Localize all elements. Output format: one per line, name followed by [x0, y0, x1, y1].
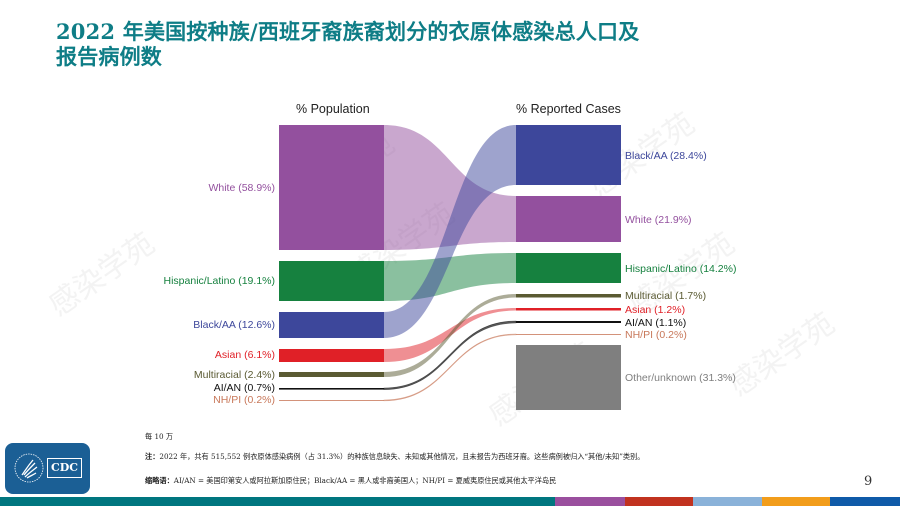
right-bar-ai-an [516, 321, 621, 323]
flow-multiracial [384, 294, 516, 377]
footer-color-bar [0, 497, 900, 506]
flow-nh-pi [383, 333, 517, 402]
footer-bar-segment [625, 497, 693, 506]
left-label-multiracial: Multiracial (2.4%) [193, 369, 275, 381]
right-bar-asian [516, 308, 621, 311]
left-bar-ai-an [279, 388, 384, 390]
footer-bar-segment [830, 497, 900, 506]
flow-hispanic-latino [384, 253, 516, 301]
left-bar-nh-pi [279, 400, 384, 401]
right-label-white: White (21.9%) [625, 214, 692, 226]
footer-bar-segment [693, 497, 762, 506]
right-label-other: Other/unknown (31.3%) [625, 372, 736, 384]
left-bar-multiracial [279, 372, 384, 377]
left-label-asian: Asian (6.1%) [214, 349, 275, 361]
footer-bar-segment [762, 497, 830, 506]
right-label-aian: AI/AN (1.1%) [625, 317, 687, 329]
right-label-multiracial: Multiracial (1.7%) [625, 290, 707, 302]
left-bar-asian [279, 349, 384, 362]
abbreviations-text: AI/AN = 美国印第安人或阿拉斯加原住民；Black/AA = 黑人或非裔美… [173, 476, 557, 485]
right-label-nhpi: NH/PI (0.2%) [625, 329, 687, 341]
footnote-text: 2022 年，共有 515,552 例衣原体感染病例（占 31.3%）的种族信息… [159, 452, 645, 461]
right-label-asian: Asian (1.2%) [625, 304, 686, 316]
flow-black-aa [384, 125, 516, 338]
hhs-eagle-icon [14, 453, 44, 483]
cdc-logo: CDC [5, 443, 90, 494]
abbreviations-label: 缩略语： [145, 476, 174, 485]
left-bar-white [279, 125, 384, 250]
right-bar-hispanic-latino [516, 253, 621, 283]
left-bar-hispanic-latino [279, 261, 384, 301]
footer-bar-segment [555, 497, 625, 506]
slide-title-line2: 报告病例数 [56, 44, 162, 69]
left-label-white: White (58.9%) [208, 182, 275, 194]
left-axis-label: % Population [296, 102, 370, 116]
cdc-text: CDC [47, 458, 82, 478]
footnote: 注：2022 年，共有 515,552 例衣原体感染病例（占 31.3%）的种族… [145, 452, 644, 462]
right-bar-white [516, 196, 621, 242]
per-100k-note: 每 10 万 [145, 432, 174, 441]
right-label-hispanic: Hispanic/Latino (14.2%) [625, 263, 737, 275]
right-label-black: Black/AA (28.4%) [625, 150, 707, 162]
footnote-label: 注： [145, 452, 160, 461]
sankey-flows [383, 125, 517, 402]
flow-white [384, 125, 516, 250]
abbreviations: 缩略语：AI/AN = 美国印第安人或阿拉斯加原住民；Black/AA = 黑人… [145, 476, 556, 486]
left-label-nhpi: NH/PI (0.2%) [213, 394, 275, 406]
left-label-black: Black/AA (12.6%) [193, 319, 275, 331]
right-bar-multiracial [516, 294, 621, 298]
left-label-hispanic: Hispanic/Latino (19.1%) [163, 275, 275, 287]
right-bar-black-aa [516, 125, 621, 185]
right-bar-nh-pi [516, 334, 621, 335]
left-bar-black-aa [279, 312, 384, 338]
right-axis-label: % Reported Cases [516, 102, 621, 116]
right-bar-other-unknown [516, 345, 621, 410]
slide-title-line1: 2022 年美国按种族/西班牙裔族裔划分的衣原体感染总人口及 [56, 19, 640, 44]
page-number: 9 [864, 474, 873, 489]
footer-bar-segment [0, 497, 555, 506]
sankey-nodes [279, 125, 621, 410]
slide-title: 2022 年美国按种族/西班牙裔族裔划分的衣原体感染总人口及 报告病例数 [56, 19, 776, 69]
left-label-aian: AI/AN (0.7%) [213, 382, 275, 394]
